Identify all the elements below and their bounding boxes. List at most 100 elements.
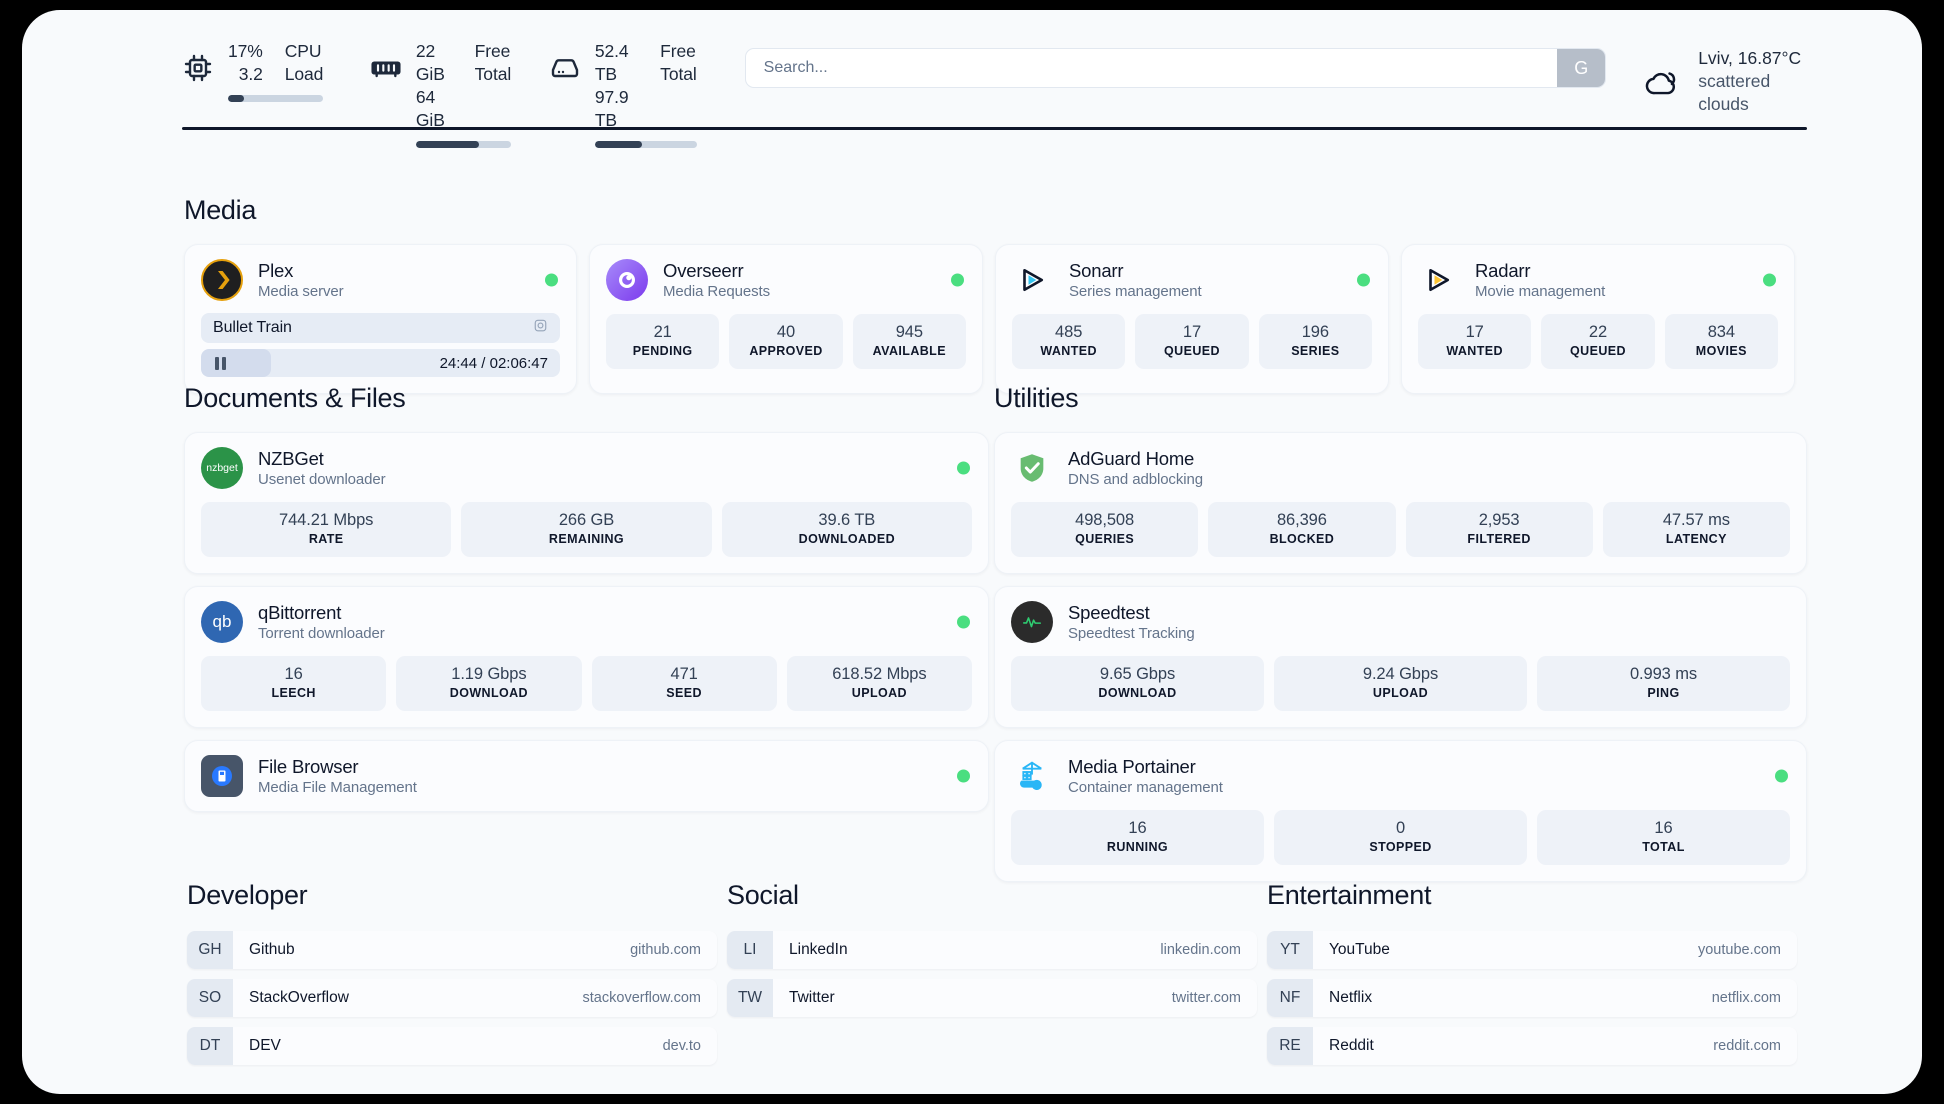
service-card-file-browser[interactable]: File Browser Media File Management	[184, 740, 989, 812]
stat-value: 16	[1654, 819, 1673, 837]
memory-usage-bar	[415, 141, 512, 148]
stat-value: 17	[1182, 323, 1202, 341]
bookmark-url: linkedin.com	[1160, 942, 1241, 958]
service-card-radarr[interactable]: Radarr Movie management 17 WANTED 22 QUE…	[1401, 244, 1795, 394]
service-card-overseerr[interactable]: Overseerr Media Requests 21 PENDING 40 A…	[589, 244, 983, 394]
portainer-card-header: Media Portainer Container management	[1011, 755, 1790, 797]
stat-label: WANTED	[1040, 344, 1097, 358]
media-section: Media Plex Media server Bullet Train	[184, 195, 1795, 394]
stat-value: 1.19 Gbps	[451, 665, 527, 683]
stat-box: 22 QUEUED	[1541, 314, 1655, 369]
stat-label: UPLOAD	[851, 686, 907, 700]
service-card-adguard-home[interactable]: AdGuard Home DNS and adblocking 498,508 …	[994, 432, 1807, 574]
cloud-icon	[1644, 66, 1682, 98]
memory-free-value: 22 GiB	[415, 41, 445, 84]
cpu-icon	[182, 52, 214, 84]
stat-box: 21 PENDING	[606, 314, 720, 369]
stat-label: RUNNING	[1106, 840, 1169, 854]
stat-value: 22	[1588, 323, 1608, 341]
nzbget-status-dot	[957, 461, 970, 475]
bookmark-item-youtube[interactable]: YT YouTube youtube.com	[1267, 931, 1797, 969]
pause-icon[interactable]	[215, 356, 226, 370]
bookmark-group-social: Social LI LinkedIn linkedin.com TW Twitt…	[727, 880, 1257, 1027]
sonarr-status-dot	[1357, 273, 1370, 287]
qbittorrent-icon: qb	[201, 601, 243, 643]
developer-section-title: Developer	[187, 880, 308, 910]
nzbget-icon: nzbget	[201, 447, 243, 489]
stat-label: QUEUED	[1570, 344, 1626, 358]
stat-value: 471	[670, 665, 698, 683]
service-card-nzbget[interactable]: nzbget NZBGet Usenet downloader 744.21 M…	[184, 432, 989, 574]
stat-box: 0.993 ms PING	[1537, 656, 1790, 711]
stat-value: 618.52 Mbps	[832, 665, 927, 683]
search-input[interactable]	[745, 49, 1558, 87]
bookmark-name: Reddit	[1329, 1037, 1374, 1054]
stat-value: 21	[653, 323, 672, 341]
bookmark-item-dev[interactable]: DT DEV dev.to	[187, 1027, 717, 1065]
bookmark-item-linkedin[interactable]: LI LinkedIn linkedin.com	[727, 931, 1257, 969]
stat-box: 498,508 QUERIES	[1011, 502, 1199, 557]
bookmark-abbr: SO	[187, 979, 233, 1017]
cpu-label-top: CPU	[284, 41, 322, 61]
stat-label: PING	[1647, 686, 1680, 700]
service-card-qbittorrent[interactable]: qb qBittorrent Torrent downloader 16 LEE…	[184, 586, 989, 728]
service-card-speedtest[interactable]: Speedtest Speedtest Tracking 9.65 Gbps D…	[994, 586, 1807, 728]
stat-label: QUEUED	[1164, 344, 1220, 358]
stat-box: 17 QUEUED	[1135, 314, 1249, 369]
plex-stop-icon[interactable]	[533, 318, 548, 338]
nzbget-stats: 744.21 Mbps RATE 266 GB REMAINING 39.6 T…	[201, 502, 972, 557]
overseerr-desc: Media Requests	[663, 283, 770, 300]
bookmark-abbr: DT	[187, 1027, 233, 1065]
utilities-section-title: Utilities	[994, 383, 1079, 413]
stat-label: APPROVED	[749, 344, 823, 358]
bookmark-item-twitter[interactable]: TW Twitter twitter.com	[727, 979, 1257, 1017]
adguard-shield-icon	[1011, 447, 1053, 489]
bookmark-item-netflix[interactable]: NF Netflix netflix.com	[1267, 979, 1797, 1017]
overseerr-stats: 21 PENDING 40 APPROVED 945 AVAILABLE	[606, 314, 966, 369]
sonarr-name: Sonarr	[1069, 260, 1124, 281]
memory-label-top: Free	[474, 41, 511, 61]
sonarr-desc: Series management	[1069, 283, 1202, 300]
stat-box: 618.52 Mbps UPLOAD	[786, 656, 972, 711]
plex-progress-bar[interactable]: 24:44 / 02:06:47	[201, 349, 560, 377]
adguard-name: AdGuard Home	[1068, 448, 1195, 469]
bookmark-item-stackoverflow[interactable]: SO StackOverflow stackoverflow.com	[187, 979, 717, 1017]
stat-box: 39.6 TB DOWNLOADED	[721, 502, 972, 557]
service-card-sonarr[interactable]: Sonarr Series management 485 WANTED 17 Q…	[995, 244, 1389, 394]
nzbget-desc: Usenet downloader	[258, 471, 386, 488]
radarr-stats: 17 WANTED 22 QUEUED 834 MOVIES	[1418, 314, 1778, 369]
stat-box: 40 APPROVED	[729, 314, 843, 369]
qbittorrent-name: qBittorrent	[258, 602, 342, 623]
social-section-title: Social	[727, 880, 799, 910]
radarr-card-header: Radarr Movie management	[1418, 259, 1778, 301]
system-stat-memory: 22 GiB 64 GiB Free Total	[370, 40, 511, 148]
stat-box: 834 MOVIES	[1664, 314, 1778, 369]
bookmark-item-github[interactable]: GH Github github.com	[187, 931, 717, 969]
stat-value: 266 GB	[558, 511, 615, 529]
search-bar[interactable]: G	[744, 48, 1607, 88]
bookmark-name: Twitter	[789, 989, 835, 1006]
file-browser-desc: Media File Management	[258, 779, 417, 796]
service-card-media-portainer[interactable]: Media Portainer Container management 16 …	[994, 740, 1807, 882]
bookmark-abbr: LI	[727, 931, 773, 969]
bookmark-group-developer: Developer GH Github github.com SO StackO…	[187, 880, 717, 1075]
portainer-stats: 16 RUNNING 0 STOPPED 16 TOTAL	[1011, 810, 1790, 865]
stat-value: 47.57 ms	[1662, 511, 1730, 529]
weather-widget: Lviv, 16.87°C scattered clouds	[1644, 47, 1807, 116]
media-section-title: Media	[184, 195, 257, 225]
service-card-plex[interactable]: Plex Media server Bullet Train	[184, 244, 577, 394]
radarr-name: Radarr	[1475, 260, 1531, 281]
bookmark-item-reddit[interactable]: RE Reddit reddit.com	[1267, 1027, 1797, 1065]
entertainment-section-title: Entertainment	[1267, 880, 1432, 910]
weather-location-temp: Lviv, 16.87°C	[1698, 48, 1802, 68]
stat-label: SERIES	[1291, 344, 1340, 358]
stat-value: 40	[776, 323, 796, 341]
stat-value: 17	[1465, 323, 1484, 341]
stat-label: LEECH	[271, 686, 316, 700]
stat-value: 0	[1395, 819, 1406, 837]
bookmark-name: Netflix	[1329, 989, 1373, 1006]
search-submit-button[interactable]: G	[1557, 49, 1606, 87]
sonarr-card-header: Sonarr Series management	[1012, 259, 1372, 301]
bookmark-url: twitter.com	[1171, 990, 1241, 1006]
bookmark-name: LinkedIn	[789, 941, 848, 958]
